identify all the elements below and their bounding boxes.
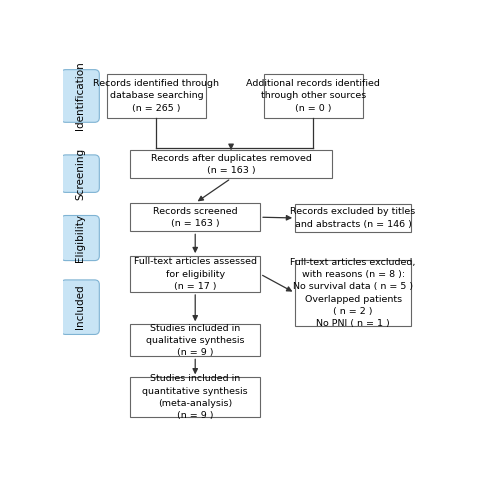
Text: Full-text articles excluded,
with reasons (n = 8 ):
No survival data ( n = 5 )
O: Full-text articles excluded, with reason… [290, 258, 416, 328]
FancyBboxPatch shape [264, 74, 363, 118]
FancyBboxPatch shape [61, 215, 100, 261]
Text: Records after duplicates removed
(n = 163 ): Records after duplicates removed (n = 16… [150, 154, 312, 175]
FancyBboxPatch shape [295, 260, 411, 326]
Text: Screening: Screening [75, 148, 85, 200]
Text: Identification: Identification [75, 62, 85, 130]
FancyBboxPatch shape [61, 155, 100, 192]
Text: Studies included in
qualitative synthesis
(n = 9 ): Studies included in qualitative synthesi… [146, 324, 244, 357]
FancyBboxPatch shape [130, 377, 260, 417]
Text: Included: Included [75, 285, 85, 330]
FancyBboxPatch shape [130, 203, 260, 231]
FancyBboxPatch shape [130, 256, 260, 292]
FancyBboxPatch shape [61, 70, 100, 123]
FancyBboxPatch shape [61, 280, 100, 335]
Text: Records identified through
database searching
(n = 265 ): Records identified through database sear… [94, 79, 220, 113]
FancyBboxPatch shape [295, 204, 411, 232]
Text: Studies included in
quantitative synthesis
(meta-analysis)
(n = 9 ): Studies included in quantitative synthes… [142, 374, 248, 420]
Text: Records excluded by titles
and abstracts (n = 146 ): Records excluded by titles and abstracts… [290, 208, 416, 229]
FancyBboxPatch shape [130, 324, 260, 356]
Text: Full-text articles assessed
for eligibility
(n = 17 ): Full-text articles assessed for eligibil… [134, 257, 256, 291]
FancyBboxPatch shape [107, 74, 206, 118]
Text: Additional records identified
through other sources
(n = 0 ): Additional records identified through ot… [246, 79, 380, 113]
FancyBboxPatch shape [130, 150, 332, 179]
Text: Eligibility: Eligibility [75, 214, 85, 262]
Text: Records screened
(n = 163 ): Records screened (n = 163 ) [153, 207, 238, 228]
